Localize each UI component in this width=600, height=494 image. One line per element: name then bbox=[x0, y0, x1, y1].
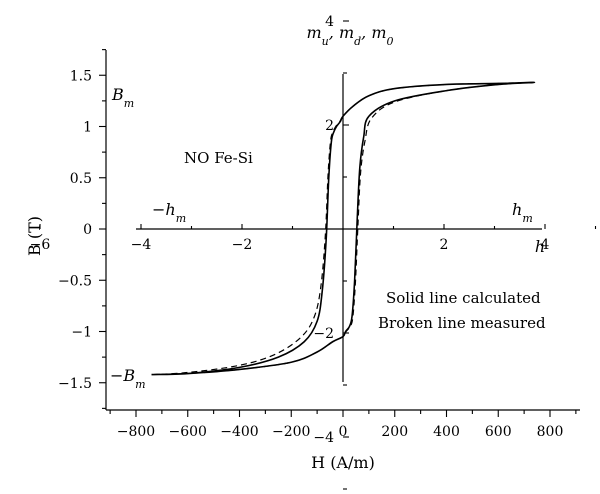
tick-labels: −800 −600 −400 −200 0 200 400 600 800 −1.5 −1 −0.5 0… bbox=[30, 14, 564, 446]
y-axis-title: B (T) bbox=[25, 216, 44, 256]
x-tick-label: 600 bbox=[485, 424, 512, 440]
h-tick-label: −2 bbox=[232, 237, 253, 253]
y-tick-label: −0.5 bbox=[58, 273, 92, 289]
x-tick-label: 400 bbox=[433, 424, 460, 440]
neg-hm-label: −hm bbox=[152, 200, 186, 225]
x-tick-label: −200 bbox=[272, 424, 310, 440]
x-tick-label: 200 bbox=[381, 424, 408, 440]
y-tick-label: −1 bbox=[71, 325, 92, 341]
x-axis-title: H (A/m) bbox=[311, 453, 375, 472]
neg-bm-label: −Bm bbox=[110, 366, 146, 391]
x-tick-label: 800 bbox=[537, 424, 564, 440]
y-tick-label: 0 bbox=[83, 222, 92, 238]
top-axis-title: mu, md, m0 bbox=[307, 23, 394, 48]
series-lines bbox=[151, 81, 536, 376]
h-axis-title: h bbox=[535, 237, 545, 256]
m-tick-label: −4 bbox=[313, 430, 334, 446]
y-tick-label: 1.5 bbox=[70, 68, 92, 84]
x-tick-label: −400 bbox=[220, 424, 258, 440]
legend-line-1: Solid line calculated bbox=[386, 289, 541, 307]
m-tick-label: −2 bbox=[313, 326, 334, 342]
m-tick-label: 4 bbox=[325, 14, 334, 30]
legend-line-2: Broken line measured bbox=[378, 314, 546, 332]
y-tick-label: −1.5 bbox=[58, 376, 92, 392]
measured-loop-line bbox=[151, 81, 536, 376]
bm-label: Bm bbox=[111, 85, 134, 110]
y-tick-label: 1 bbox=[83, 120, 92, 136]
h-tick-label: −4 bbox=[131, 237, 152, 253]
h-tick-label: −6 bbox=[30, 237, 51, 253]
y-tick-label: 0.5 bbox=[70, 171, 92, 187]
x-tick-label: −800 bbox=[117, 424, 155, 440]
hm-label: hm bbox=[512, 200, 533, 225]
m-tick-label: 2 bbox=[325, 118, 334, 134]
x-tick-label: 0 bbox=[339, 424, 348, 440]
material-label: NO Fe-Si bbox=[184, 149, 253, 167]
x-tick-label: −600 bbox=[169, 424, 207, 440]
h-tick-label: 2 bbox=[440, 237, 449, 253]
h-tick-label: 4 bbox=[541, 237, 550, 253]
